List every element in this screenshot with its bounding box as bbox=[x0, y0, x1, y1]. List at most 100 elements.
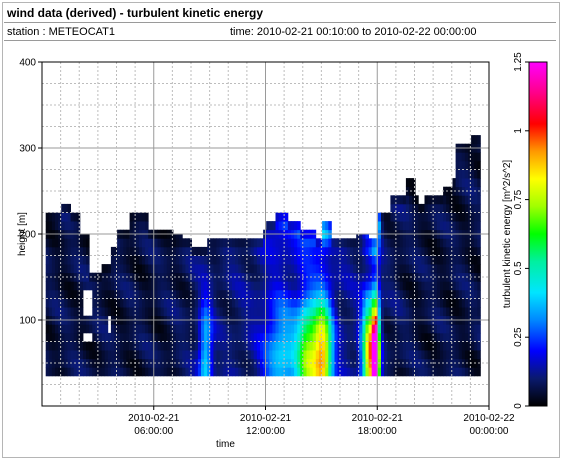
heatmap-cell bbox=[362, 332, 366, 342]
heatmap-cell bbox=[374, 350, 379, 360]
heatmap-cell bbox=[272, 307, 276, 317]
heatmap-cell bbox=[458, 324, 463, 334]
heatmap-cell bbox=[154, 332, 158, 342]
heatmap-cell bbox=[449, 246, 453, 256]
heatmap-cell bbox=[452, 307, 456, 317]
heatmap-cell bbox=[449, 350, 453, 360]
heatmap-cell bbox=[412, 298, 416, 308]
heatmap-cell bbox=[384, 221, 388, 231]
heatmap-cell bbox=[260, 332, 264, 342]
heatmap-cell bbox=[418, 289, 422, 299]
heatmap-cell bbox=[443, 195, 447, 205]
heatmap-cell bbox=[92, 324, 96, 334]
heatmap-cell bbox=[315, 367, 320, 377]
heatmap-cell bbox=[468, 238, 472, 248]
heatmap-cell bbox=[446, 195, 450, 205]
heatmap-cell bbox=[135, 238, 140, 248]
heatmap-cell bbox=[179, 358, 183, 368]
heatmap-cell bbox=[73, 341, 78, 351]
heatmap-cell bbox=[315, 272, 320, 282]
heatmap-cell bbox=[440, 341, 444, 351]
heatmap-cell bbox=[303, 358, 307, 368]
heatmap-cell bbox=[343, 358, 348, 368]
heatmap-cell bbox=[315, 255, 320, 265]
heatmap-cell bbox=[67, 221, 71, 231]
heatmap-cell bbox=[312, 289, 317, 299]
heatmap-cell bbox=[303, 350, 307, 360]
heatmap-cell bbox=[322, 367, 326, 377]
heatmap-cell bbox=[384, 332, 388, 342]
heatmap-cell bbox=[235, 281, 239, 291]
heatmap-cell bbox=[256, 289, 261, 299]
heatmap-cell bbox=[79, 324, 84, 334]
heatmap-cell bbox=[132, 350, 137, 360]
heatmap-cell bbox=[390, 238, 394, 248]
heatmap-cell bbox=[120, 281, 124, 291]
heatmap-cell bbox=[55, 332, 59, 342]
heatmap-cell bbox=[405, 341, 410, 351]
heatmap-cell bbox=[228, 341, 233, 351]
heatmap-cell bbox=[272, 246, 276, 256]
heatmap-cell bbox=[396, 212, 401, 222]
heatmap-cell bbox=[210, 324, 214, 334]
heatmap-cell bbox=[114, 281, 118, 291]
heatmap-cell bbox=[322, 238, 326, 248]
heatmap-cell bbox=[169, 350, 174, 360]
heatmap-cell bbox=[477, 160, 481, 170]
heatmap-cell bbox=[322, 307, 326, 317]
heatmap-cell bbox=[396, 289, 401, 299]
heatmap-cell bbox=[309, 281, 314, 291]
heatmap-cell bbox=[312, 238, 317, 248]
heatmap-cell bbox=[471, 178, 475, 188]
heatmap-cell bbox=[359, 298, 363, 308]
heatmap-cell bbox=[464, 255, 469, 265]
heatmap-cell bbox=[210, 332, 214, 342]
heatmap-cell bbox=[328, 281, 332, 291]
heatmap-cell bbox=[399, 238, 404, 248]
heatmap-cell bbox=[390, 203, 394, 213]
heatmap-cell bbox=[154, 367, 158, 377]
heatmap-cell bbox=[427, 264, 432, 274]
heatmap-cell bbox=[477, 135, 481, 145]
heatmap-cell bbox=[61, 332, 65, 342]
heatmap-cell bbox=[443, 298, 447, 308]
heatmap-cell bbox=[275, 221, 279, 231]
heatmap-cell bbox=[138, 246, 143, 256]
heatmap-cell bbox=[169, 298, 174, 308]
heatmap-cell bbox=[129, 289, 134, 299]
heatmap-cell bbox=[374, 272, 379, 282]
heatmap-cell bbox=[58, 298, 62, 308]
heatmap-cell bbox=[393, 298, 397, 308]
heatmap-cell bbox=[120, 289, 124, 299]
heatmap-cell bbox=[309, 367, 314, 377]
heatmap-cell bbox=[436, 298, 441, 308]
heatmap-cell bbox=[148, 272, 152, 282]
heatmap-cell bbox=[359, 234, 363, 239]
heatmap-cell bbox=[86, 350, 90, 360]
heatmap-cell bbox=[117, 341, 121, 351]
heatmap-cell bbox=[61, 289, 65, 299]
heatmap-cell bbox=[312, 367, 317, 377]
heatmap-cell bbox=[272, 221, 276, 231]
heatmap-cell bbox=[300, 246, 304, 256]
heatmap-cell bbox=[399, 324, 404, 334]
heatmap-cell bbox=[346, 246, 351, 256]
heatmap-cell bbox=[207, 332, 211, 342]
heatmap-cell bbox=[291, 264, 295, 274]
heatmap-cell bbox=[225, 367, 230, 377]
heatmap-cell bbox=[110, 298, 115, 308]
heatmap-cell bbox=[365, 298, 369, 308]
heatmap-cell bbox=[250, 272, 255, 282]
heatmap-cell bbox=[418, 324, 422, 334]
heatmap-cell bbox=[318, 246, 323, 256]
heatmap-cell bbox=[452, 350, 456, 360]
heatmap-cell bbox=[350, 341, 354, 351]
heatmap-cell bbox=[446, 238, 450, 248]
heatmap-cell bbox=[284, 332, 289, 342]
heatmap-cell bbox=[458, 212, 463, 222]
heatmap-cell bbox=[79, 234, 84, 239]
heatmap-cell bbox=[244, 264, 248, 274]
heatmap-cell bbox=[58, 255, 62, 265]
heatmap-cell bbox=[219, 367, 224, 377]
